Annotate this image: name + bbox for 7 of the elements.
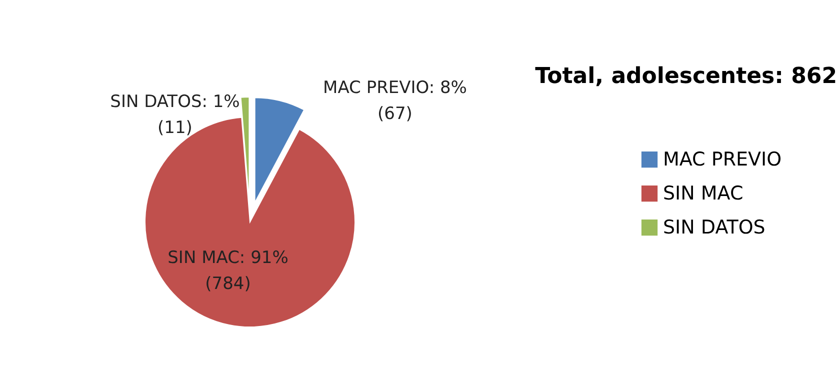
data-label: SIN MAC: 91% (784) — [168, 248, 288, 294]
chart-title: Total, adolescentes: 862 — [535, 64, 837, 89]
legend-label: SIN MAC — [663, 182, 744, 204]
legend-label: MAC PREVIO — [663, 148, 782, 170]
data-label: MAC PREVIO: 8% (67) — [323, 78, 467, 124]
data-label: SIN DATOS: 1% (11) — [110, 92, 240, 138]
legend-label: SIN DATOS — [663, 216, 766, 238]
